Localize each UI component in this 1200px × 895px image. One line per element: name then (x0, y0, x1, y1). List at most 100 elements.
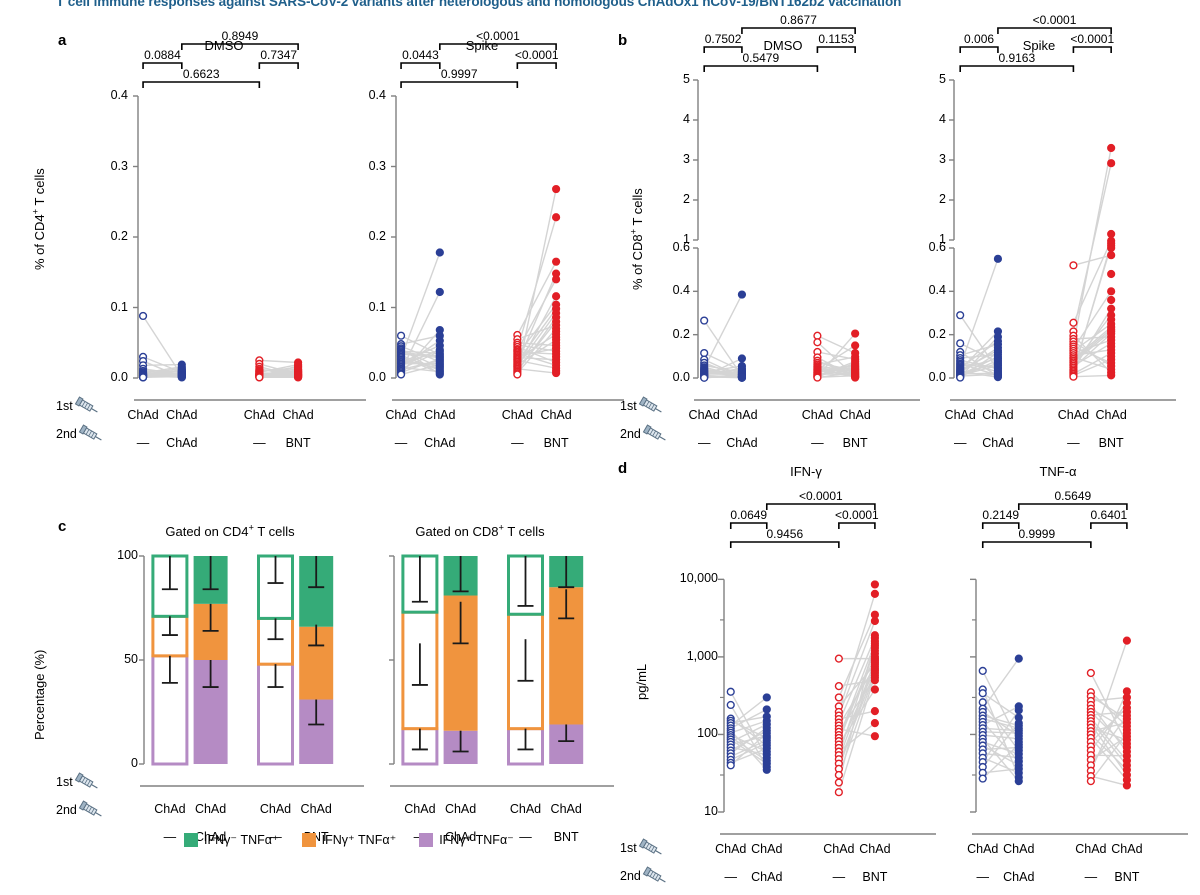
panel-d-subplot-title-1: TNF-α (1039, 464, 1077, 479)
panel-a-subplot-title-0: DMSO (204, 38, 244, 53)
pair-link-line (259, 363, 299, 374)
panel-a-pvalues-1 (400, 43, 557, 88)
data-point-filled (552, 368, 561, 378)
panel-c-y-axis-label: Percentage (%) (32, 649, 47, 740)
pair-link-line (960, 373, 998, 377)
data-point-open (396, 370, 406, 379)
panel-a-axes-1 (391, 95, 624, 401)
pair-link-line (400, 329, 441, 375)
panel-d-subplot-title-0: IFN-γ (790, 464, 822, 479)
panel-b-pvalues-1 (959, 27, 1112, 72)
data-point-filled (870, 707, 880, 716)
data-point-open (700, 316, 709, 325)
data-point-filled (552, 257, 561, 266)
pvalue-bracket (516, 62, 557, 69)
pair-link-line (730, 715, 767, 724)
pair-link-line (1090, 733, 1128, 771)
pair-link-line (704, 374, 742, 379)
panel-b-ytick-up-0-3: 4 (683, 112, 690, 126)
panel-b-xcat-second-0-0: — (697, 436, 711, 450)
pvalue-label: 0.9997 (440, 67, 478, 81)
pvalue-bracket (181, 43, 299, 50)
pair-link-line (982, 709, 1020, 763)
error-bar (308, 624, 325, 647)
data-point-filled (1107, 229, 1116, 239)
data-point-filled (1107, 243, 1116, 253)
pvalue-label: <0.0001 (1032, 13, 1077, 27)
error-bar (558, 556, 575, 589)
pair-link-line (1090, 696, 1127, 702)
pvalue-label: 0.2149 (982, 508, 1020, 522)
panel-d-xcat-first-1-1: ChAd (1003, 842, 1035, 856)
pair-link-line (959, 314, 999, 371)
pair-link-line (730, 720, 768, 734)
pair-link-line (982, 714, 1019, 727)
pvalue-label: 0.6401 (1090, 508, 1128, 522)
data-point-filled (552, 184, 561, 194)
panel-b-ytick-up-1-2: 3 (939, 152, 946, 166)
data-point-open (813, 373, 822, 382)
panel-d-xcat-first-1-0: ChAd (967, 842, 999, 856)
data-point-filled (737, 354, 747, 363)
panel-c-xcat-second-1-2: — (519, 830, 532, 844)
error-bar (202, 556, 219, 591)
data-point-open (726, 700, 735, 710)
dose-row-2nd: 2nd (56, 424, 104, 444)
pvalue-label: <0.0001 (514, 48, 559, 62)
panel-c-subplot-title-1: Gated on CD8+ T cells (415, 522, 545, 539)
panel-d-xcat-second-0-3: BNT (862, 870, 888, 884)
data-point-filled (1014, 654, 1023, 663)
panel-a-ytick-1-0: 0.0 (368, 370, 386, 384)
data-point-open (1069, 372, 1078, 381)
pvalue-label: <0.0001 (476, 29, 520, 43)
panel-d-scatter-0 (726, 580, 880, 797)
panel-b-xcat-first-0-1: ChAd (726, 408, 758, 422)
panel-a-ytick-0-4: 0.4 (110, 88, 128, 102)
syringe-icon (642, 866, 666, 883)
panel-a-ytick-0-2: 0.2 (110, 229, 128, 243)
error-bar (558, 589, 575, 620)
panel-d-ytick-2: 1,000 (686, 648, 718, 663)
pair-link-line (730, 742, 768, 761)
legend-swatch-green (184, 832, 198, 847)
error-bar (452, 601, 469, 645)
panel-d-xcat-second-1-1: ChAd (1003, 870, 1035, 884)
panel-d-xcat-first-1-3: ChAd (1111, 842, 1143, 856)
pair-link-line (982, 692, 1020, 719)
pair-link-line (400, 340, 441, 368)
panel-a-y-axis-label-tail: T cells (32, 168, 47, 209)
dose-row-2nd: 2nd (56, 800, 104, 820)
panel-c-xcat-second-0-0: — (163, 830, 177, 844)
panel-a-ytick-1-3: 0.3 (368, 158, 386, 173)
error-bar (202, 660, 219, 688)
panel-a-xcat-first-1-0: ChAd (385, 408, 417, 422)
panel-c-xcat-second-0-1: ChAd (194, 830, 227, 844)
pvalue-bracket (1017, 503, 1128, 510)
pvalue-bracket (741, 27, 856, 34)
pair-link-line (259, 359, 299, 364)
pair-link-line (259, 370, 299, 378)
panel-c-xcat-second-1-3: BNT (553, 830, 579, 844)
panel-d-ytick-0: 10 (704, 804, 718, 818)
pair-link-line (703, 357, 743, 377)
syringe-icon (642, 424, 666, 441)
data-point-filled (851, 329, 860, 338)
pair-link-line (959, 258, 999, 367)
panel-c-ytick-2: 100 (117, 548, 138, 562)
pvalue-label: <0.0001 (1070, 32, 1115, 46)
pvalue-bracket (765, 503, 876, 510)
panel-b-subplot-title-1: Spike (1022, 38, 1056, 53)
syringe-icon (78, 424, 102, 441)
pair-link-line (1072, 326, 1112, 360)
panel-a-y-axis-label-text: % of CD4 (32, 214, 47, 270)
pvalue-label: 0.9163 (998, 51, 1036, 65)
pvalue-label: 0.7502 (704, 32, 742, 46)
pair-link-line (817, 335, 856, 354)
pair-link-line (1073, 254, 1112, 267)
pair-link-line (1090, 775, 1128, 787)
data-point-filled (1107, 143, 1116, 153)
pvalue-bracket (1090, 522, 1128, 529)
panel-b-xcat-first-0-0: ChAd (688, 408, 720, 422)
panel-b-ytick-up-1-4: 5 (939, 72, 946, 86)
panel-a-xcat-first-1-1: ChAd (424, 408, 456, 422)
